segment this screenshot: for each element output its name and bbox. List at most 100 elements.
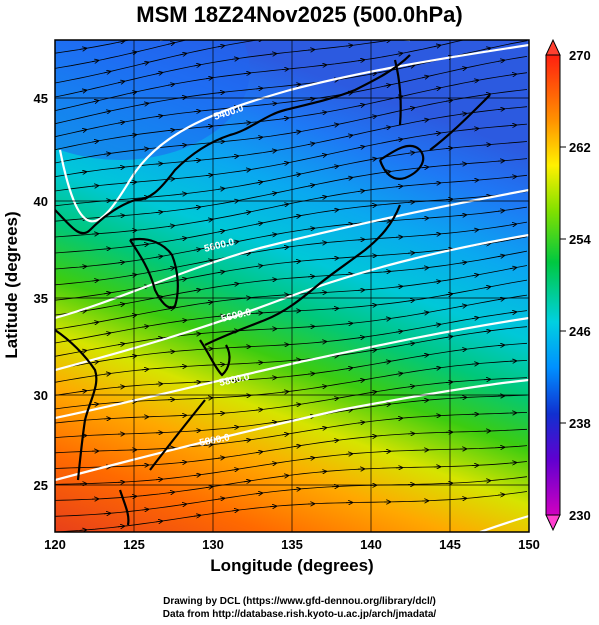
stream-arrow <box>293 261 301 262</box>
stream-arrow <box>293 489 301 490</box>
stream-arrow <box>243 169 251 170</box>
stream-arrow <box>293 131 301 132</box>
stream-arrow <box>231 284 239 285</box>
stream-arrow <box>459 215 467 216</box>
stream-arrow <box>193 207 201 208</box>
stream-arrow <box>141 62 149 64</box>
stream-arrow <box>497 109 505 110</box>
stream-arrow <box>421 312 429 313</box>
stream-arrow <box>179 320 187 321</box>
stream-arrow <box>483 481 491 482</box>
stream-arrow <box>129 135 137 136</box>
coast-korea <box>129 237 179 309</box>
stream-arrow <box>269 279 277 280</box>
stream-arrow <box>357 146 365 148</box>
stream-arrow <box>155 521 163 522</box>
stream-arrow <box>345 45 353 46</box>
stream-arrow <box>484 5 491 7</box>
stream-arrow <box>217 141 225 142</box>
x-tick-135: 135 <box>281 537 303 552</box>
stream-arrow <box>395 373 403 374</box>
stream-arrow <box>155 72 163 74</box>
stream-arrow <box>332 30 339 31</box>
stream-arrow <box>103 111 111 113</box>
stream-arrow <box>357 422 365 423</box>
stream-arrow <box>383 85 391 87</box>
stream-arrow <box>156 32 163 34</box>
contour-5400-north <box>160 40 410 42</box>
stream-arrow <box>370 26 377 27</box>
stream-arrow <box>117 387 125 388</box>
stream-arrow <box>483 48 491 50</box>
plot-frame <box>54 39 530 533</box>
stream-arrow <box>459 113 467 114</box>
stream-arrow <box>395 186 403 187</box>
stream-arrow <box>497 345 505 346</box>
stream-arrow <box>103 373 111 374</box>
stream-arrow <box>255 223 263 225</box>
stream-arrow <box>459 164 467 165</box>
stream-arrow <box>445 199 453 200</box>
stream-arrow <box>231 241 239 242</box>
stream-arrow <box>117 215 125 216</box>
x-axis-ticks: 120 125 130 135 140 145 150 <box>44 537 540 552</box>
stream-arrow <box>281 204 289 205</box>
coast-honshu <box>204 204 402 346</box>
stream-arrow <box>255 137 263 138</box>
stream-arrow <box>293 216 301 217</box>
credit-drawing: Drawing by DCL (https://www.gfd-dennou.o… <box>163 596 436 607</box>
stream-arrow <box>395 418 403 419</box>
stream-arrow <box>117 262 125 263</box>
stream-arrow <box>269 234 277 235</box>
stream-arrow <box>281 118 289 119</box>
y-tick-45: 45 <box>34 91 48 106</box>
stream-arrow <box>281 391 289 392</box>
stream-arrow <box>471 180 479 181</box>
stream-arrow <box>167 43 175 45</box>
colorbar: 270 262 254 246 238 230 <box>545 38 591 532</box>
cb-tick-254: 254 <box>569 232 591 247</box>
stream-arrow <box>91 186 99 187</box>
stream-arrow <box>167 179 175 180</box>
contour-5400 <box>58 43 529 223</box>
stream-arrow <box>281 247 289 248</box>
x-tick-130: 130 <box>202 537 224 552</box>
stream-arrow <box>117 122 125 123</box>
stream-arrow <box>103 513 111 514</box>
stream-arrow <box>193 160 201 161</box>
stream-arrow <box>421 400 429 401</box>
stream-arrow <box>510 28 517 30</box>
stream-arrow <box>193 111 201 112</box>
stream-arrow <box>269 463 277 464</box>
stream-arrow <box>307 228 315 229</box>
stream-arrow <box>117 526 125 527</box>
stream-arrow <box>167 130 175 131</box>
stream-arrow <box>433 324 441 325</box>
stream-arrow <box>155 212 163 213</box>
stream-arrow <box>179 238 187 239</box>
stream-arrow <box>155 256 163 257</box>
stream-arrow <box>509 74 517 75</box>
stream-arrow <box>117 81 125 83</box>
stream-arrow <box>293 360 301 361</box>
stream-arrow <box>471 128 479 129</box>
chart-title: MSM 18Z24Nov2025 (500.0hPa) <box>136 2 463 27</box>
stream-arrow <box>205 126 213 127</box>
stream-arrow <box>231 469 239 470</box>
x-tick-120: 120 <box>44 537 66 552</box>
stream-arrow <box>433 368 441 369</box>
y-tick-25: 25 <box>34 478 48 493</box>
stream-arrow <box>331 124 339 125</box>
stream-arrow <box>231 58 239 59</box>
stream-arrow <box>383 361 391 362</box>
stream-arrow <box>167 351 175 352</box>
stream-arrow <box>483 331 491 332</box>
stream-arrow <box>91 280 99 281</box>
stream-arrow <box>293 174 301 176</box>
stream-arrow <box>509 125 517 126</box>
coast-ryukyu <box>149 399 206 471</box>
stream-arrow <box>103 333 111 334</box>
stream-arrow <box>383 221 391 222</box>
stream-arrow <box>294 34 301 35</box>
stream-arrow <box>421 268 429 269</box>
